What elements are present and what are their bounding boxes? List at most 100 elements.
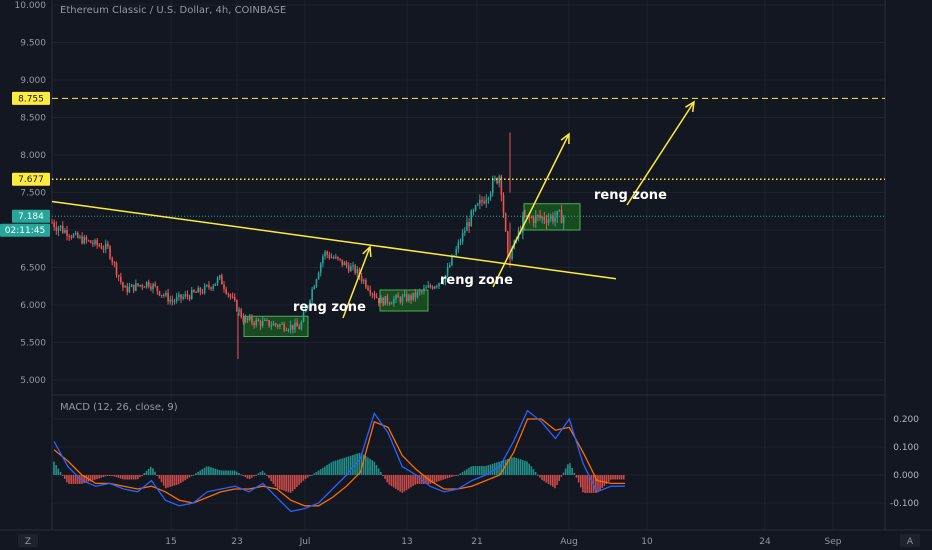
candle-body <box>259 321 262 326</box>
horizontal-levels[interactable] <box>52 97 885 217</box>
macd-histogram-bar <box>141 475 143 476</box>
macd-histogram-bar <box>463 470 466 475</box>
x-tick-label: Aug <box>560 537 578 547</box>
macd-histogram-bar <box>154 471 156 475</box>
macd-histogram-bar <box>100 475 103 478</box>
candle-body <box>362 280 365 282</box>
macd-histogram-bar <box>70 475 72 484</box>
projection-arrow[interactable] <box>492 133 570 288</box>
candle-body <box>104 243 107 250</box>
macd-histogram-bar <box>225 470 227 475</box>
projection-arrow[interactable] <box>626 101 695 206</box>
candle-body <box>154 284 156 287</box>
trendline-group[interactable] <box>51 200 617 280</box>
macd-histogram-bar <box>309 475 311 477</box>
macd-histogram-bar <box>298 475 300 485</box>
price-tag-box <box>12 172 50 186</box>
candle-body <box>367 287 369 290</box>
candle-body <box>244 317 247 322</box>
macd-histogram-bar <box>251 475 253 478</box>
candle-body <box>365 280 367 288</box>
y-tick-label: 6.000 <box>20 301 46 311</box>
macd-histogram-bar <box>321 467 324 475</box>
candle-body <box>203 285 206 293</box>
candle-body <box>554 217 556 222</box>
candle-body <box>309 300 311 306</box>
macd-histogram-bar <box>504 459 507 475</box>
candle-body <box>543 216 546 221</box>
candle-body <box>399 297 402 303</box>
candle-body <box>264 319 266 321</box>
macd-histogram-bar <box>134 475 137 480</box>
candle-body <box>405 294 408 302</box>
macd-histogram-bar <box>474 466 477 475</box>
macd-histogram-bar <box>208 466 210 475</box>
candle-body <box>255 319 258 325</box>
left-badge-box[interactable] <box>18 534 38 547</box>
macd-histogram-bar <box>349 455 352 475</box>
macd-histogram-bar <box>446 475 449 479</box>
macd-histogram-bar <box>158 475 161 479</box>
macd-histogram-bar <box>519 459 522 475</box>
candle-body <box>335 256 337 259</box>
macd-histogram-bar <box>341 458 343 475</box>
candle-body <box>72 234 75 238</box>
projection-arrows[interactable] <box>342 100 695 319</box>
macd-histogram-bar <box>274 475 277 487</box>
candle-body <box>182 296 184 299</box>
macd-histogram-bar <box>330 462 333 475</box>
candle-body <box>283 323 285 331</box>
candle-body <box>451 256 453 266</box>
candle-body <box>212 285 215 289</box>
candle-body <box>378 297 380 304</box>
macd-histogram-bar <box>201 469 204 475</box>
axis-badges[interactable]: Z A <box>18 534 920 547</box>
candle-body <box>294 322 296 330</box>
macd-histogram-bar <box>281 475 283 491</box>
candle-body <box>115 262 118 276</box>
candle-body <box>328 254 331 258</box>
candle-body <box>440 283 442 285</box>
candle-body <box>167 292 169 302</box>
macd-histogram-bar <box>89 475 92 482</box>
macd-histogram-bar <box>212 467 214 475</box>
x-tick-label: 23 <box>231 537 242 547</box>
macd-histogram-bar <box>343 457 346 475</box>
macd-tick-label: 0.200 <box>893 415 919 425</box>
right-badge-box[interactable] <box>900 534 920 547</box>
x-tick-label: 21 <box>471 537 482 547</box>
macd-histogram-bar <box>414 475 416 485</box>
macd-histogram-bar <box>410 475 412 488</box>
macd-histogram-bar <box>470 466 472 475</box>
trendline[interactable] <box>51 200 617 280</box>
candle-body <box>446 267 449 276</box>
projection-arrow[interactable] <box>342 246 371 319</box>
macd-histogram-bar <box>552 475 554 487</box>
macd-histogram-bar <box>515 457 518 475</box>
macd-axis[interactable]: 0.200 0.100 0.000 -0.100 <box>890 415 919 509</box>
candle-body <box>489 193 492 199</box>
x-tick-label: Jul <box>299 537 311 547</box>
candle-body <box>332 257 335 259</box>
price-tag-label: 7.677 <box>18 175 44 185</box>
macd-histogram-bar <box>132 475 135 480</box>
macd-histogram-bar <box>375 465 378 475</box>
candle-body <box>416 291 419 298</box>
candle-body <box>414 292 417 298</box>
candle-body <box>102 248 105 250</box>
candle-body <box>141 285 144 287</box>
macd-histogram-bar <box>319 469 322 475</box>
macd-histogram-bar <box>442 475 444 480</box>
time-axis[interactable]: 15 23 Jul 13 21 Aug 10 24 Sep <box>165 537 841 547</box>
candle-body <box>180 294 182 299</box>
candle-body <box>474 205 477 211</box>
candle-body <box>373 293 376 297</box>
candle-body <box>296 322 298 327</box>
macd-histogram-bar <box>79 475 81 484</box>
candle-body <box>304 308 307 313</box>
candle-body <box>169 299 172 302</box>
macd-histogram-bar <box>407 475 410 489</box>
candle-body <box>66 230 68 236</box>
candle-body <box>356 269 359 274</box>
